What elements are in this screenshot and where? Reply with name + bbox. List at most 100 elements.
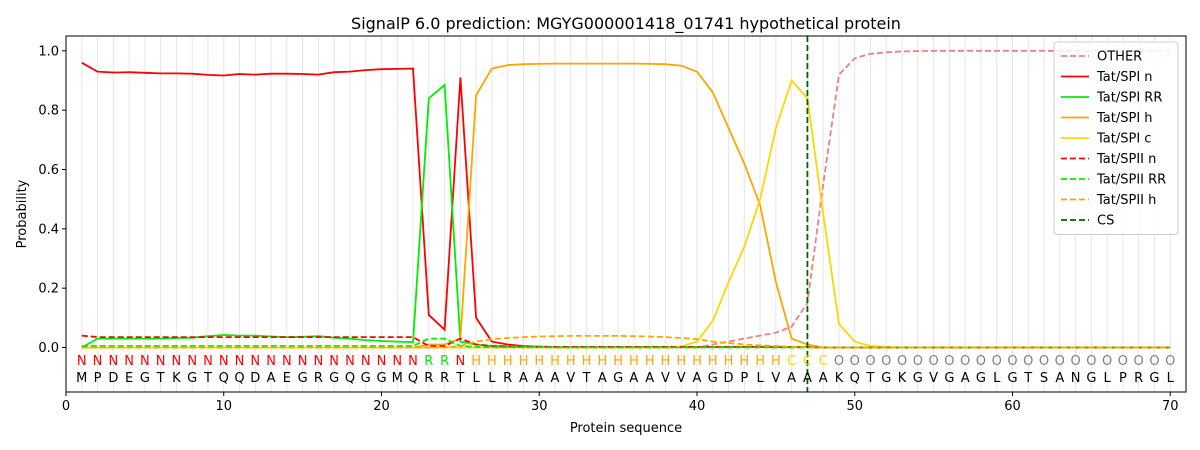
region-label: H bbox=[582, 354, 592, 369]
y-tick-label: 0.8 bbox=[38, 104, 59, 119]
x-tick-label: 30 bbox=[531, 399, 548, 414]
x-tick-label: 70 bbox=[1162, 399, 1179, 414]
region-label: H bbox=[471, 354, 481, 369]
residue-letter: A bbox=[787, 371, 796, 386]
region-label: N bbox=[203, 354, 213, 369]
series-line-tat-spi-c bbox=[81, 78, 1171, 349]
residue-letter: R bbox=[424, 371, 433, 386]
residue-letter: G bbox=[1007, 371, 1017, 386]
legend-label: Tat/SPII RR bbox=[1096, 173, 1166, 188]
residue-letter: A bbox=[693, 371, 702, 386]
region-label: H bbox=[708, 354, 718, 369]
region-label: O bbox=[897, 354, 907, 369]
residue-letter: G bbox=[361, 371, 371, 386]
residue-letter: Q bbox=[234, 371, 244, 386]
residue-letter: G bbox=[1149, 371, 1159, 386]
region-label: O bbox=[834, 354, 844, 369]
residue-letter: L bbox=[756, 371, 764, 386]
residue-letter: L bbox=[993, 371, 1001, 386]
region-label: O bbox=[1102, 354, 1112, 369]
residue-letter: R bbox=[503, 371, 512, 386]
region-label: H bbox=[692, 354, 702, 369]
region-label: O bbox=[1070, 354, 1080, 369]
region-label: O bbox=[992, 354, 1002, 369]
region-label: O bbox=[1149, 354, 1159, 369]
residue-letter: D bbox=[250, 371, 260, 386]
region-label: H bbox=[534, 354, 544, 369]
residue-letter: Q bbox=[345, 371, 355, 386]
y-axis-title: Probability bbox=[15, 179, 30, 248]
legend-label: Tat/SPI n bbox=[1096, 70, 1153, 85]
region-label: O bbox=[1055, 354, 1065, 369]
residue-letter: Q bbox=[408, 371, 418, 386]
y-tick-label: 0.6 bbox=[38, 163, 59, 178]
residue-letter: K bbox=[835, 371, 844, 386]
region-label: N bbox=[156, 354, 166, 369]
legend: OTHER Tat/SPI n Tat/SPI RR Tat/SPI h Tat/SPI… bbox=[1053, 41, 1179, 235]
region-label: O bbox=[1118, 354, 1128, 369]
legend-label: Tat/SPII n bbox=[1096, 152, 1156, 167]
residue-letter: R bbox=[440, 371, 449, 386]
residue-letter: L bbox=[1167, 371, 1175, 386]
region-label: N bbox=[345, 354, 355, 369]
x-tick-label: 0 bbox=[62, 399, 70, 414]
residue-letter: S bbox=[1040, 371, 1048, 386]
y-tick-label: 0.0 bbox=[38, 341, 59, 356]
region-label: N bbox=[93, 354, 103, 369]
region-label: N bbox=[140, 354, 150, 369]
region-label: N bbox=[266, 354, 276, 369]
region-label: N bbox=[314, 354, 324, 369]
region-label: N bbox=[172, 354, 182, 369]
region-label: H bbox=[645, 354, 655, 369]
legend-label: Tat/SPI RR bbox=[1096, 91, 1162, 106]
residue-letter: L bbox=[1104, 371, 1112, 386]
y-tick-label: 0.4 bbox=[38, 222, 59, 237]
residue-letter: G bbox=[913, 371, 923, 386]
region-label: O bbox=[976, 354, 986, 369]
region-label: H bbox=[503, 354, 513, 369]
residue-letter: E bbox=[283, 371, 291, 386]
residue-letter: R bbox=[1134, 371, 1143, 386]
residue-letter: V bbox=[677, 371, 686, 386]
region-label: O bbox=[1007, 354, 1017, 369]
series-line-tat-spi-h bbox=[81, 62, 1171, 349]
residue-letter: A bbox=[551, 371, 560, 386]
series-line-tat-spi-n bbox=[81, 61, 1171, 349]
region-label: O bbox=[1086, 354, 1096, 369]
region-label: O bbox=[960, 354, 970, 369]
residue-letter: D bbox=[108, 371, 118, 386]
region-label: O bbox=[881, 354, 891, 369]
legend-label: Tat/SPI h bbox=[1096, 111, 1153, 126]
region-label: H bbox=[566, 354, 576, 369]
region-label: N bbox=[282, 354, 292, 369]
region-label: H bbox=[519, 354, 529, 369]
residue-letter: P bbox=[94, 371, 102, 386]
region-label: O bbox=[1023, 354, 1033, 369]
residue-letter: T bbox=[1023, 371, 1032, 386]
region-label: C bbox=[787, 354, 796, 369]
region-label: H bbox=[739, 354, 749, 369]
series-line-tat-spii-h bbox=[81, 334, 1171, 349]
axes: 0 10 20 30 40 50 60 70 0.0 0.2 0.4 0.6 0.8 1.0 bbox=[38, 44, 1178, 414]
residue-letter: T bbox=[203, 371, 212, 386]
y-tick-label: 1.0 bbox=[38, 44, 59, 59]
x-tick-label: 40 bbox=[689, 399, 706, 414]
region-label: C bbox=[803, 354, 812, 369]
region-label: H bbox=[597, 354, 607, 369]
residue-letter: A bbox=[598, 371, 607, 386]
residue-letter: G bbox=[1086, 371, 1096, 386]
residue-letter: P bbox=[1119, 371, 1127, 386]
residue-letter: N bbox=[1071, 371, 1081, 386]
region-label: N bbox=[219, 354, 229, 369]
region-label: N bbox=[235, 354, 245, 369]
region-label: R bbox=[440, 354, 449, 369]
residue-letter: P bbox=[740, 371, 748, 386]
legend-box bbox=[1053, 41, 1179, 235]
region-label: O bbox=[944, 354, 954, 369]
residue-letter: Q bbox=[219, 371, 229, 386]
series-line-tat-spii-rr bbox=[81, 337, 1171, 349]
region-label: N bbox=[377, 354, 387, 369]
legend-label: Tat/SPII h bbox=[1096, 193, 1156, 208]
x-axis-title: Protein sequence bbox=[570, 421, 682, 436]
residue-letter: A bbox=[519, 371, 528, 386]
